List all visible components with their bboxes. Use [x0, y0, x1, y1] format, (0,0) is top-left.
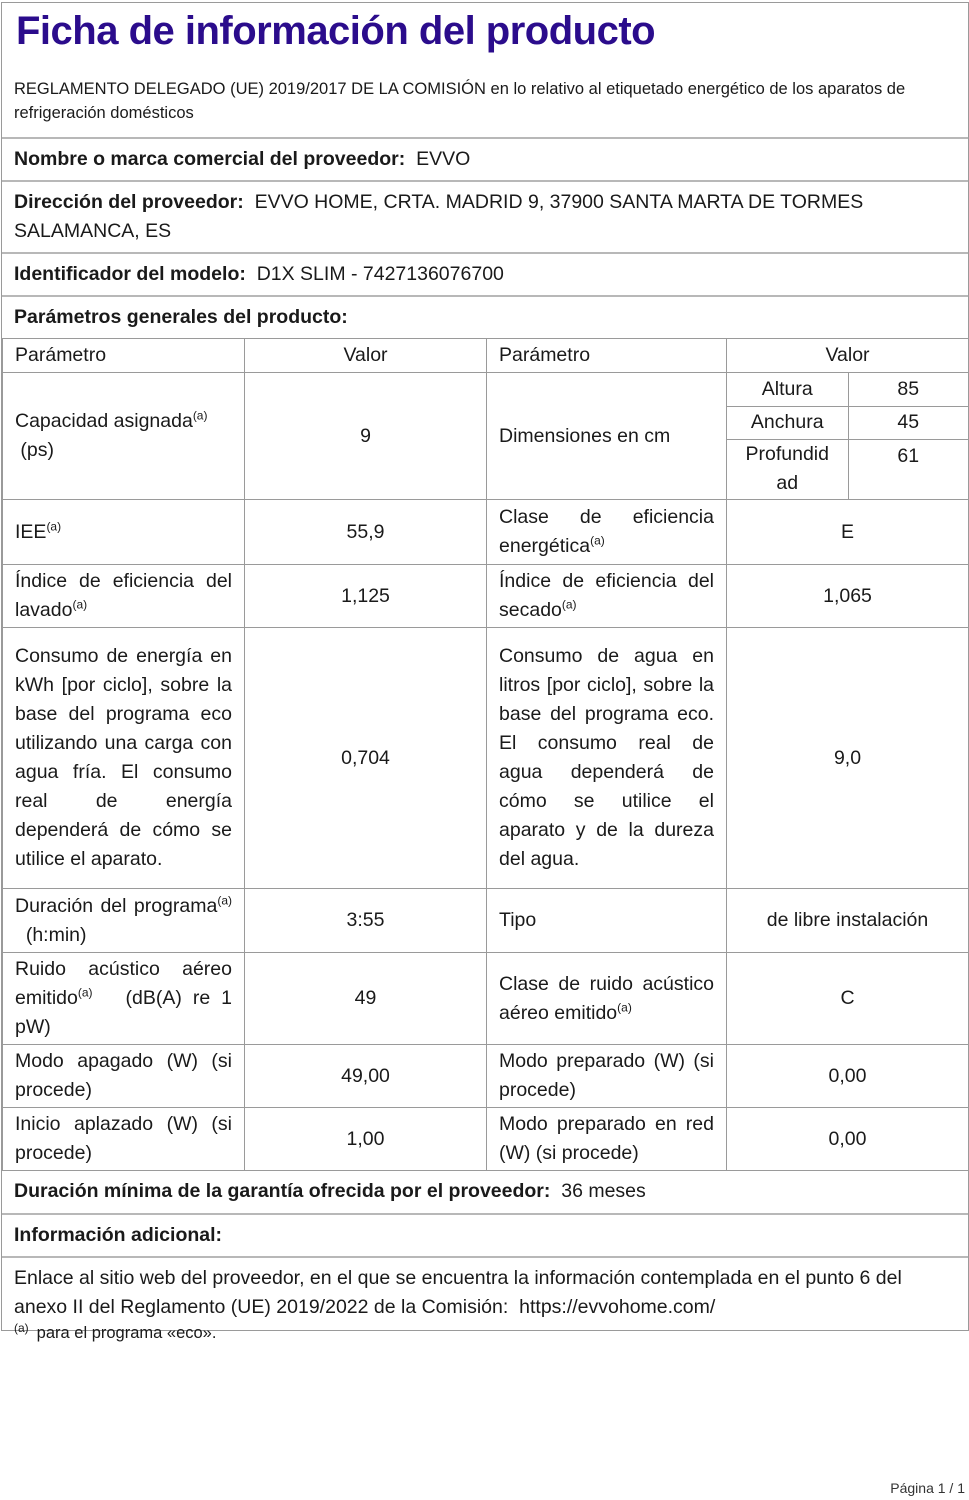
page-number: Página 1 / 1 [890, 1480, 965, 1496]
param-label: Inicio aplazado (W) (si procede) [2, 1107, 245, 1171]
model-id-row: Identificador del modelo: D1X SLIM - 742… [2, 254, 968, 297]
model-id-label: Identificador del modelo: [14, 263, 246, 285]
param-value: 1,125 [244, 564, 487, 628]
param-label: Modo apagado (W) (si procede) [2, 1044, 245, 1108]
dim-value: 85 [847, 373, 968, 407]
capacity-value: 9 [244, 372, 487, 500]
general-params-row: Parámetros generales del producto: [2, 297, 968, 338]
param-label: Clase de eficiencia energética(a) [486, 499, 727, 565]
supplier-website-link[interactable]: https://evvohome.com/ [519, 1296, 716, 1318]
param-value: 0,00 [726, 1107, 969, 1171]
param-value: 3:55 [244, 888, 487, 953]
param-label: Índice de eficiencia del secado(a) [486, 564, 727, 628]
param-value: E [726, 499, 969, 565]
dim-name: Altura [727, 373, 849, 407]
param-label: IEE(a) [2, 499, 245, 565]
link-row: Enlace al sitio web del proveedor, en el… [2, 1258, 968, 1331]
param-value: 55,9 [244, 499, 487, 565]
header-param-1: Parámetro [2, 338, 245, 373]
warranty-label: Duración mínima de la garantía ofrecida … [14, 1180, 551, 1202]
table-row: Modo apagado (W) (si procede) 49,00 Modo p… [2, 1044, 969, 1108]
param-label: Modo preparado (W) (si procede) [486, 1044, 727, 1108]
supplier-name-row: Nombre o marca comercial del proveedor: … [2, 139, 968, 182]
additional-info-heading: Información adicional: [14, 1224, 223, 1246]
param-label: Ruido acústico aéreo emitido(a) (dB(A) r… [2, 952, 245, 1045]
additional-info-row: Información adicional: [2, 1215, 968, 1258]
capacity-label: Capacidad asignada(a) (ps) [2, 372, 245, 500]
supplier-name-label: Nombre o marca comercial del proveedor: [14, 148, 406, 170]
model-id-value: D1X SLIM - 7427136076700 [256, 263, 504, 285]
dimensions-table: Altura 85 Anchura 45 Profundidad 61 [727, 373, 968, 499]
param-value: 1,065 [726, 564, 969, 628]
dim-name: Profundidad [727, 438, 849, 499]
header-value-2: Valor [726, 338, 969, 373]
header-value-1: Valor [244, 338, 487, 373]
regulation-text: REGLAMENTO DELEGADO (UE) 2019/2017 DE LA… [2, 69, 968, 139]
header-param-2: Parámetro [486, 338, 727, 373]
warranty-row: Duración mínima de la garantía ofrecida … [2, 1171, 968, 1215]
param-value: 49 [244, 952, 487, 1045]
dim-value: 61 [847, 438, 968, 499]
param-value: 49,00 [244, 1044, 487, 1108]
table-row: Duración del programa(a) (h:min) 3:55 Tipo… [2, 888, 969, 953]
param-value: 0,00 [726, 1044, 969, 1108]
params-table: Parámetro Valor Parámetro Valor Capacida… [2, 338, 969, 1171]
warranty-value: 36 meses [561, 1180, 646, 1202]
page-title: Ficha de información del producto [16, 9, 656, 53]
param-label: Duración del programa(a) (h:min) [2, 888, 245, 953]
dim-name: Anchura [727, 405, 849, 440]
general-params-heading: Parámetros generales del producto: [14, 306, 348, 328]
supplier-address-row: Dirección del proveedor: EVVO HOME, CRTA… [2, 182, 968, 254]
table-row: Consumo de energía en kWh [por ciclo], s… [2, 627, 969, 889]
param-value: 9,0 [726, 627, 969, 889]
param-value: 1,00 [244, 1107, 487, 1171]
table-row: Ruido acústico aéreo emitido(a) (dB(A) r… [2, 952, 969, 1045]
table-row: IEE(a) 55,9 Clase de eficiencia energética… [2, 499, 969, 565]
table-row: Capacidad asignada(a) (ps) 9 Dimensiones… [2, 372, 969, 500]
table-row: Índice de eficiencia del lavado(a) 1,125 Í… [2, 564, 969, 628]
param-value: de libre instalación [726, 888, 969, 953]
supplier-address-label: Dirección del proveedor: [14, 191, 244, 213]
footnote: (a) para el programa «eco». [14, 1321, 217, 1342]
param-label: Clase de ruido acústico aéreo emitido(a) [486, 952, 727, 1045]
dim-value: 45 [847, 405, 968, 440]
dimensions-label: Dimensiones en cm [486, 372, 727, 500]
table-row: Inicio aplazado (W) (si procede) 1,00 Modo… [2, 1107, 969, 1171]
param-label: Consumo de agua en litros [por ciclo], s… [486, 627, 727, 889]
param-label: Modo preparado en red (W) (si procede) [486, 1107, 727, 1171]
supplier-address-value: EVVO HOME, CRTA. MADRID 9, 37900 SANTA M… [14, 191, 864, 242]
product-info-sheet: Ficha de información del producto REGLAM… [1, 2, 969, 1331]
supplier-name-value: EVVO [416, 148, 471, 170]
param-label: Índice de eficiencia del lavado(a) [2, 564, 245, 628]
param-label: Consumo de energía en kWh [por ciclo], s… [2, 627, 245, 889]
param-value: 0,704 [244, 627, 487, 889]
param-value: C [726, 952, 969, 1045]
table-header-row: Parámetro Valor Parámetro Valor [2, 338, 969, 373]
link-text: Enlace al sitio web del proveedor, en el… [14, 1267, 902, 1318]
param-label: Tipo [486, 888, 727, 953]
